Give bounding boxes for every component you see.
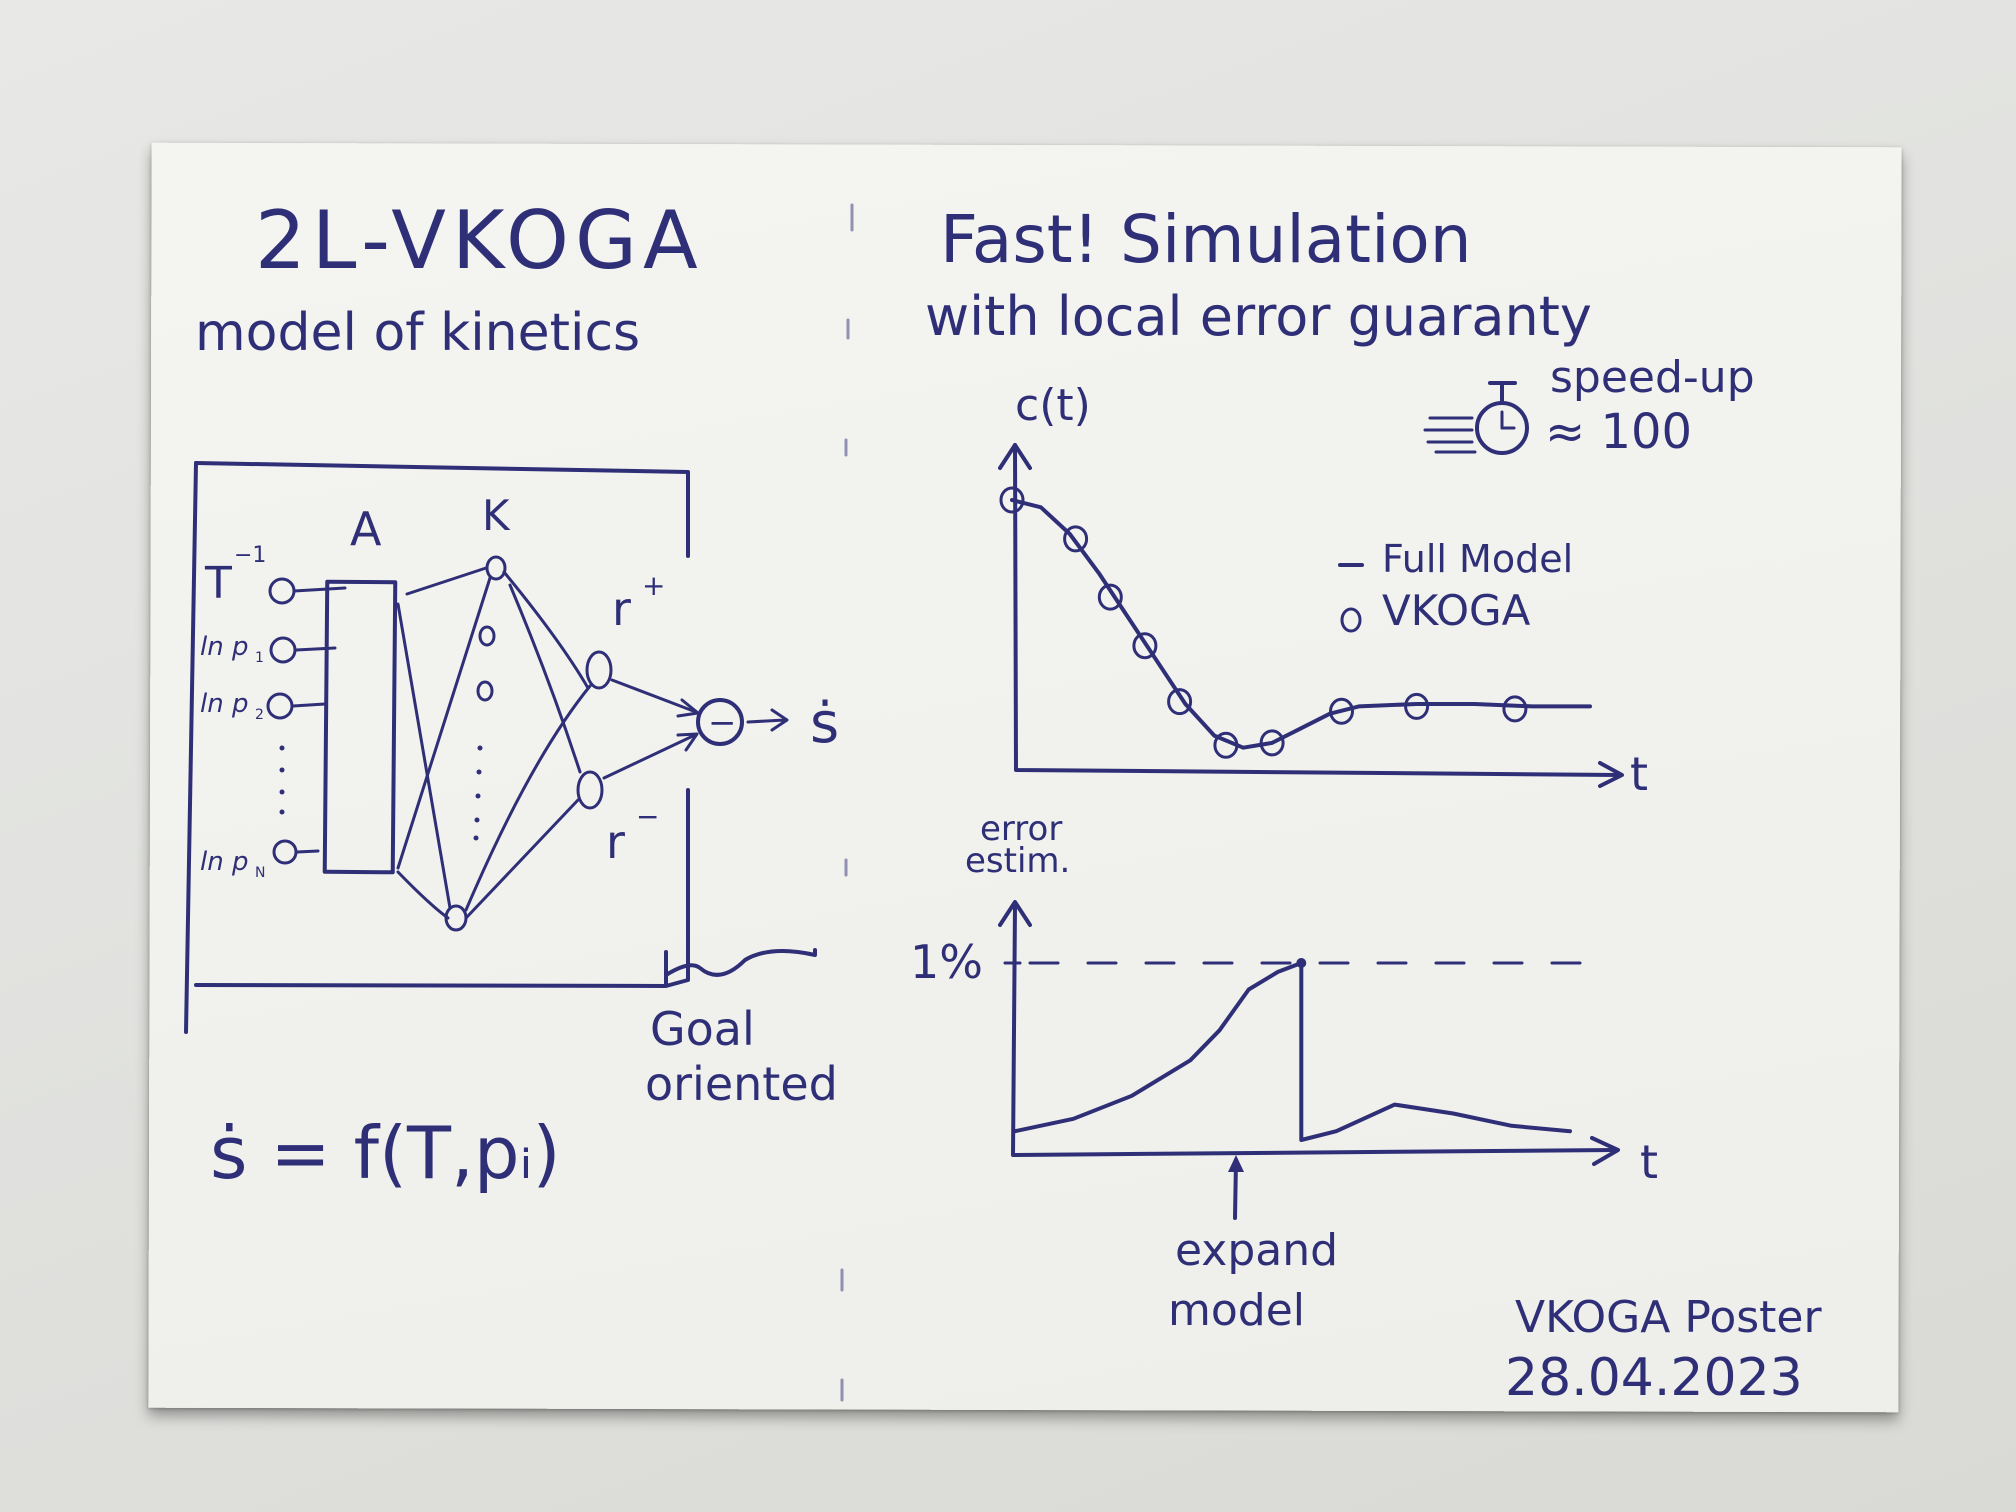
layer-k-label: K: [482, 491, 511, 540]
speedup-value: ≈ 100: [1545, 404, 1692, 460]
goal-line2: oriented: [645, 1057, 838, 1111]
connections-a-k: [396, 566, 492, 920]
layer-a-box: [322, 579, 398, 875]
signature-line1: VKOGA Poster: [1515, 1292, 1822, 1343]
layer-a-label: A: [350, 502, 382, 556]
chart-concentration: c(t) t Full Model VKOGA: [998, 380, 1648, 801]
right-title-line1: Fast! Simulation: [940, 201, 1472, 278]
output-node-rplus: [585, 650, 613, 690]
chart1-legend: Full Model VKOGA: [1338, 537, 1573, 635]
goal-line1: Goal: [650, 1002, 755, 1056]
vkoga-point: [1502, 695, 1528, 723]
vkoga-point: [1167, 688, 1193, 716]
output-rminus-sup: −: [636, 800, 659, 833]
chart1-x-arrow: [1598, 761, 1624, 788]
legend-full-model: Full Model: [1382, 537, 1573, 581]
right-title-line2: with local error guaranty: [925, 285, 1592, 348]
input-lnp2-subscript: 2: [255, 707, 264, 723]
signature-line2: 28.04.2023: [1505, 1348, 1803, 1408]
input-ellipsis-dots: [279, 745, 285, 815]
combiner-symbol: −: [708, 703, 737, 743]
chart1-xlabel: t: [1630, 747, 1648, 801]
input-node-lnp2: [266, 692, 294, 720]
left-subtitle: model of kinetics: [195, 303, 640, 363]
chart2-ylabel-line1: error: [980, 809, 1062, 849]
chart2-axes: [1011, 903, 1617, 1157]
chart1-axes: [1013, 443, 1622, 777]
legend-vkoga: VKOGA: [1382, 586, 1531, 635]
chart1-y-arrow: [998, 443, 1032, 470]
chart2-y-arrow: [998, 900, 1032, 927]
input-lnpn-subscript: N: [255, 865, 265, 881]
input-node-t: [268, 577, 296, 605]
threshold-hit-point: [1296, 958, 1307, 968]
series-full-model-line: [1010, 498, 1592, 750]
vkoga-point: [1329, 697, 1354, 725]
expand-annotation-line1: expand: [1175, 1225, 1338, 1276]
expand-annotation-line2: model: [1168, 1285, 1305, 1336]
chart2-ylabel: error estim.: [965, 809, 1073, 881]
kinetics-formula: ṡ = f(T,pᵢ): [210, 1111, 561, 1195]
legend-circle-icon: [1340, 607, 1362, 633]
network-outputs: r + r −: [464, 569, 665, 920]
input-lnp1-subscript: 1: [255, 650, 264, 666]
input-node-lnp1: [269, 636, 297, 664]
chart-error-estimate: error estim. t 1% expand model: [910, 809, 1658, 1336]
output-rminus-label: r: [606, 815, 625, 869]
vkoga-point: [1404, 692, 1430, 720]
vkoga-point: [1132, 632, 1158, 660]
output-node-rminus: [576, 770, 604, 810]
input-t-label: T: [204, 558, 232, 609]
input-lnp2-label: ln p: [200, 689, 248, 719]
network-inputs: T −1 ln p 1 ln p 2 ln p N: [200, 543, 347, 881]
chart2-ylabel-line2: estim.: [965, 841, 1070, 881]
combiner-node: − ṡ: [602, 678, 839, 780]
output-rplus-sup: +: [642, 569, 665, 602]
output-rplus-label: r: [612, 582, 631, 636]
left-title: 2L-VKOGA: [255, 194, 704, 287]
chart2-xlabel: t: [1640, 1135, 1658, 1189]
error-estimate-line: [1013, 961, 1572, 1142]
expand-arrow: [1228, 1155, 1244, 1220]
expand-annotation: expand model: [1168, 1225, 1352, 1336]
input-lnp1-label: ln p: [200, 632, 248, 662]
vkoga-point: [1213, 731, 1239, 759]
chart2-x-arrow: [1590, 1136, 1620, 1166]
input-lnpn-label: ln p: [200, 847, 248, 877]
vkoga-point: [1097, 583, 1123, 611]
stopwatch-icon: [1423, 381, 1529, 455]
vkoga-point: [999, 486, 1025, 514]
center-divider: [840, 203, 854, 1402]
chart1-ylabel: c(t): [1015, 380, 1091, 431]
vkoga-point: [1063, 525, 1089, 553]
layer-k-nodes: [444, 555, 507, 932]
network-frame: [184, 461, 817, 1034]
vkoga-point: [1259, 729, 1285, 757]
chart2-threshold-label: 1%: [910, 935, 983, 989]
result-sdot: ṡ: [810, 691, 839, 756]
input-node-lnpn: [272, 839, 298, 865]
input-t-superscript: −1: [234, 543, 266, 568]
speedup-label: speed-up: [1550, 352, 1755, 403]
